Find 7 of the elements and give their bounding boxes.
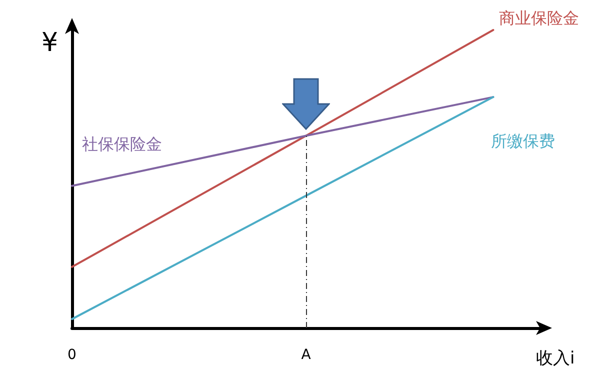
x-axis-title: 收入i — [536, 348, 575, 368]
x-tick-label: A — [301, 347, 312, 363]
series-label: 商业保险金 — [499, 8, 580, 28]
series-label: 所缴保费 — [491, 132, 556, 151]
y-axis-title: ¥ — [41, 28, 58, 58]
series-label: 社保保险金 — [82, 134, 162, 154]
x-tick-label: 0 — [68, 347, 76, 363]
